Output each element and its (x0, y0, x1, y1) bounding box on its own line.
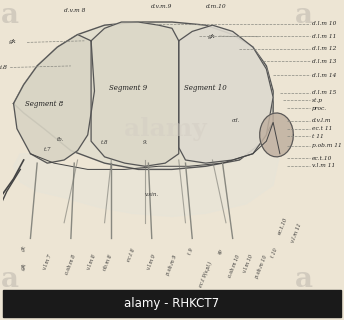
Text: ob.m 8: ob.m 8 (103, 254, 114, 271)
Text: t 11: t 11 (312, 134, 324, 139)
Text: ec.t.10: ec.t.10 (278, 216, 289, 235)
Text: alamy: alamy (124, 116, 207, 140)
Text: v.l.m 8: v.l.m 8 (86, 254, 96, 271)
Text: v.l.m 7: v.l.m 7 (42, 254, 53, 271)
Text: sp: sp (217, 248, 224, 255)
Text: d.m.10: d.m.10 (205, 4, 226, 10)
Text: v.l.m 9: v.l.m 9 (147, 254, 157, 271)
Polygon shape (91, 22, 179, 166)
Text: t 10: t 10 (271, 248, 279, 259)
Text: t 9: t 9 (187, 248, 194, 256)
Text: d.v.l.m: d.v.l.m (312, 118, 331, 123)
Text: d.l.m 12: d.l.m 12 (312, 46, 336, 51)
Polygon shape (13, 122, 280, 216)
Text: 9.: 9. (142, 140, 148, 145)
Text: gk: gk (208, 34, 216, 39)
Text: ec.t.10: ec.t.10 (312, 156, 332, 161)
Text: proc.: proc. (312, 106, 327, 111)
Text: t.7: t.7 (43, 147, 51, 152)
Text: gk: gk (20, 245, 27, 252)
Text: d.l.m 15: d.l.m 15 (312, 90, 336, 95)
Polygon shape (13, 35, 95, 163)
Text: alamy - RHKCT7: alamy - RHKCT7 (125, 297, 219, 310)
Text: ec.t 8: ec.t 8 (127, 248, 137, 262)
Text: v.l.m 11: v.l.m 11 (291, 223, 303, 244)
Text: Segment 8: Segment 8 (25, 100, 63, 108)
Text: ec.t 11: ec.t 11 (312, 126, 332, 131)
Polygon shape (13, 22, 273, 169)
Text: v.l.m 10: v.l.m 10 (242, 254, 254, 274)
Text: gk: gk (9, 39, 17, 44)
Text: t.8: t.8 (101, 140, 108, 145)
Text: a: a (1, 2, 19, 29)
Text: p.ob.m 9: p.ob.m 9 (166, 254, 178, 276)
Text: v.l.m 11: v.l.m 11 (312, 163, 335, 168)
Bar (3, 290, 341, 317)
Polygon shape (179, 25, 273, 163)
Text: d.v.m 8: d.v.m 8 (64, 8, 85, 12)
Text: a.ob.m 10: a.ob.m 10 (227, 254, 241, 278)
Text: Segment 10: Segment 10 (184, 84, 227, 92)
Text: a: a (1, 266, 19, 293)
Text: d.l.m 11: d.l.m 11 (312, 34, 336, 39)
Text: tb.: tb. (57, 137, 65, 142)
Text: d.l.m 13: d.l.m 13 (312, 59, 336, 64)
Text: p.ob.m 10: p.ob.m 10 (255, 254, 268, 279)
Text: d.l.m 14: d.l.m 14 (312, 73, 336, 78)
Text: cd.: cd. (232, 118, 240, 123)
Text: i.8: i.8 (0, 65, 8, 70)
Text: st.p: st.p (312, 98, 323, 103)
Text: d.l.m 10: d.l.m 10 (312, 21, 336, 26)
Text: gk: gk (20, 262, 28, 271)
Text: a: a (294, 2, 312, 29)
Text: Segment 9: Segment 9 (109, 84, 147, 92)
Text: p.ob.m 11: p.ob.m 11 (312, 143, 342, 148)
Text: v.sin.: v.sin. (145, 192, 159, 197)
Text: a.ob.m 8: a.ob.m 8 (65, 254, 77, 276)
Polygon shape (260, 113, 293, 157)
Text: d.v.m.9: d.v.m.9 (151, 4, 173, 10)
Text: a: a (294, 266, 312, 293)
Text: ec.t 9(v.pl.): ec.t 9(v.pl.) (198, 260, 213, 288)
